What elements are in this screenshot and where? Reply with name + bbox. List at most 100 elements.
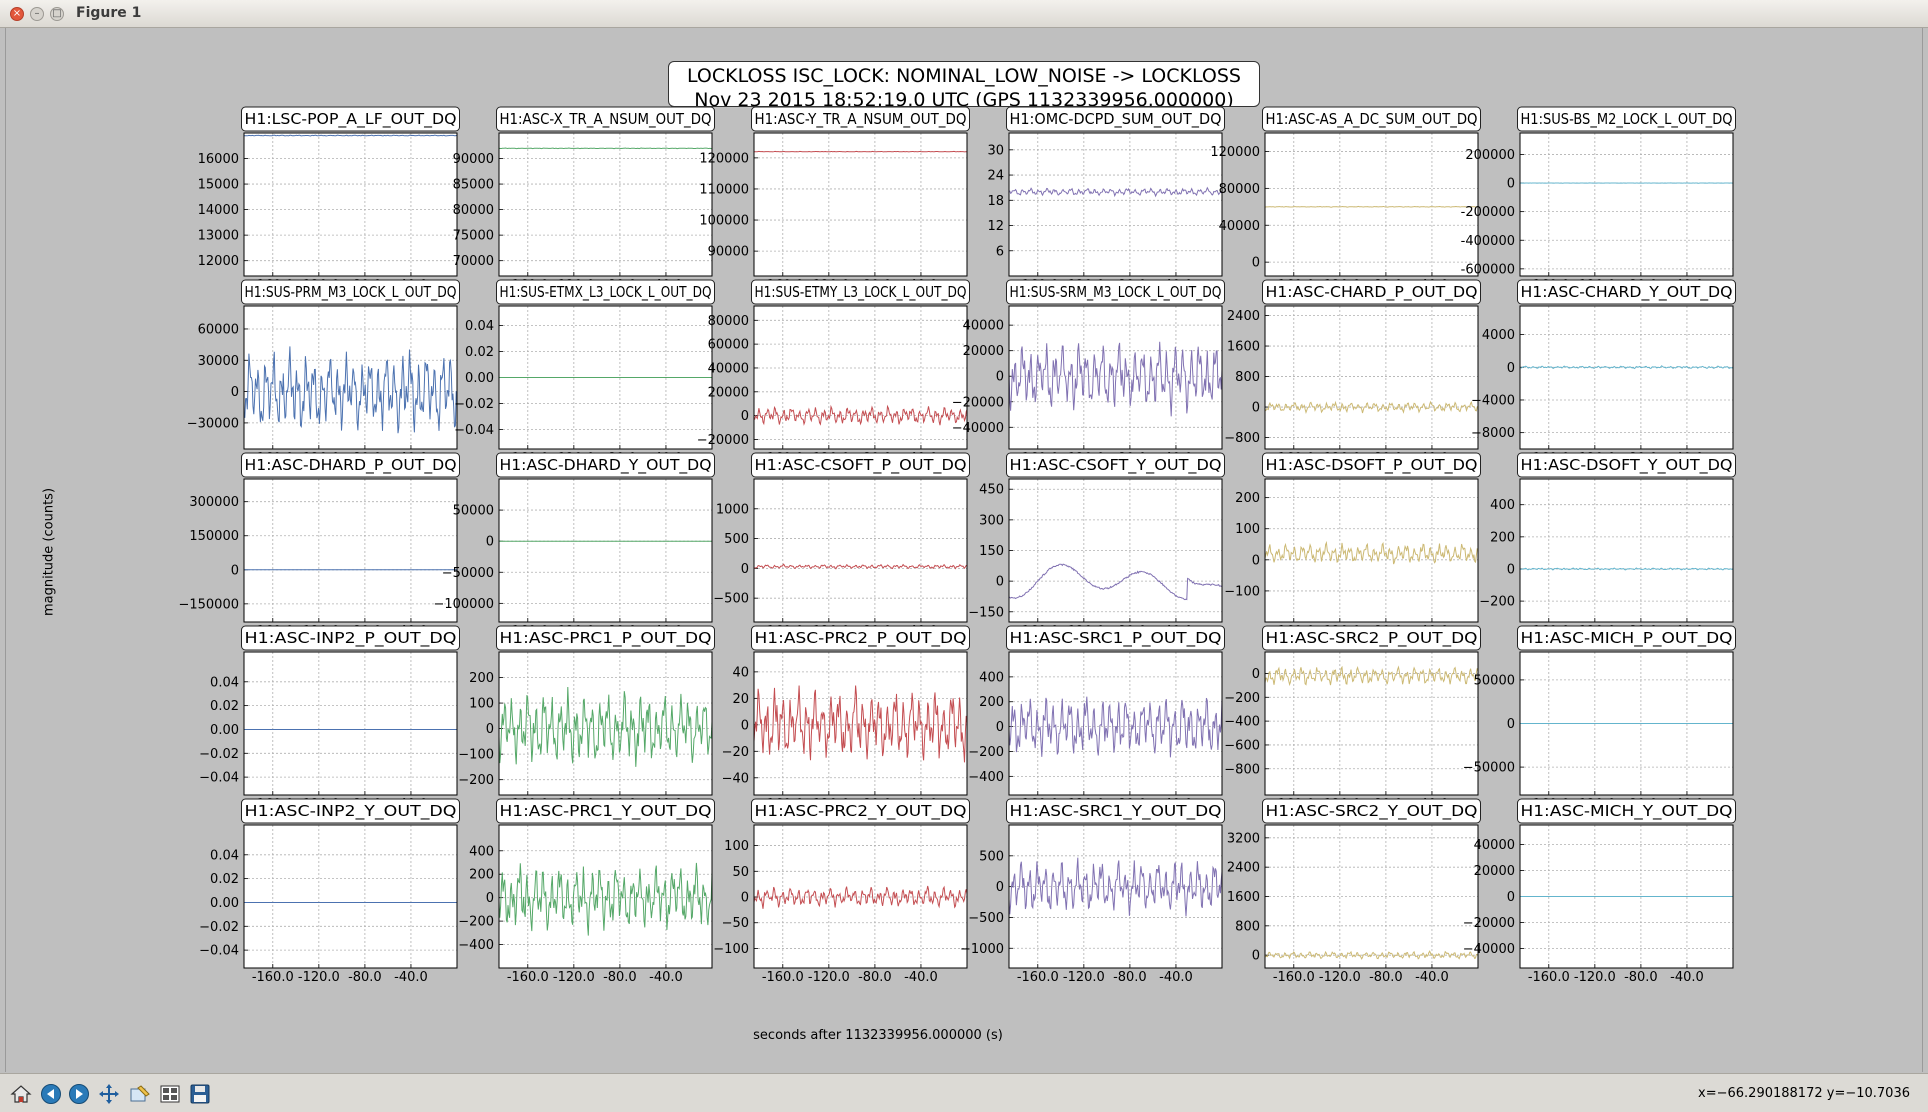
subplot[interactable]: -160.0-120.0-80.0-40.0500000−50000−10000… (433, 452, 715, 639)
subplot[interactable]: -160.0-120.0-80.0-40.010005000−500H1:ASC… (713, 452, 970, 639)
close-window-button[interactable]: × (10, 7, 24, 21)
y-tick-label: 1600 (1227, 890, 1260, 905)
subplot[interactable]: -160.0-120.0-80.0-40.040200−20−40H1:ASC-… (722, 625, 970, 812)
plot-frame (243, 651, 458, 796)
subplot[interactable]: -160.0-120.0-80.0-40.00−200−400−600−800H… (1224, 625, 1481, 812)
subplot[interactable]: -160.0 -120.0 -80.0 -40.0 100 50 0 −50 −100 H1:AS… (713, 798, 970, 985)
plot-frame (498, 305, 713, 450)
subplot[interactable]: -160.0-120.0-80.0-40.0800006000040000200… (697, 279, 970, 466)
subplot-title-box (1517, 106, 1736, 132)
subplot-title-box (751, 625, 970, 651)
subplot[interactable]: -160.0-120.0-80.0-40.0160001500014000130… (198, 106, 460, 293)
maximize-window-button[interactable]: □ (50, 7, 64, 21)
plot-frame (1008, 132, 1223, 277)
save-button[interactable] (187, 1081, 213, 1107)
subplot-title: H1:ASC-SRC2_Y_OUT_DQ (1266, 802, 1478, 821)
plot-frame (1519, 478, 1734, 623)
subplot-title-box (496, 452, 715, 478)
y-tick-label: 0 (1252, 256, 1260, 271)
y-tick-label: 2400 (1227, 309, 1260, 324)
y-tick-label: 75000 (453, 229, 494, 244)
subplot[interactable]: -160.0-120.0-80.0-40.04002000−200−400H1:… (458, 798, 715, 985)
subplot[interactable]: -160.0-120.0-80.0-40.0302418126H1:OMC-DC… (987, 106, 1225, 293)
subplot[interactable]: -160.0-120.0-80.0-40.03000001500000−1500… (178, 452, 460, 639)
minimize-icon: – (34, 8, 40, 19)
y-tick-label: 20000 (708, 385, 749, 400)
home-icon (10, 1085, 32, 1103)
plot-frame (753, 305, 968, 450)
plot-area (244, 133, 457, 276)
subplot[interactable]: -160.0-120.0-80.0-40.04002000−200−400H1:… (968, 625, 1225, 812)
subplot[interactable]: -160.0-120.0-80.0-40.060000300000−30000H… (187, 279, 460, 466)
y-tick-label: −0.02 (454, 397, 494, 412)
y-tick-label: 15000 (198, 178, 239, 193)
home-button[interactable] (8, 1081, 34, 1107)
y-tick-label: −200 (458, 773, 494, 788)
y-tick-label: 40000 (1219, 219, 1260, 234)
series-line (498, 147, 713, 150)
subplot[interactable]: -160.0-120.0-80.0-40.00.040.020.00−0.02−… (199, 625, 460, 812)
y-tick-label: 0 (996, 370, 1004, 385)
x-tick-label: -120.0 (1063, 970, 1105, 985)
plot-frame (753, 132, 968, 277)
x-tick-label: -40.0 (394, 970, 428, 985)
subplot[interactable]: -160.0-120.0-80.0-40.0120000110000100000… (699, 106, 970, 293)
x-tick-label: -120.0 (1319, 970, 1361, 985)
y-tick-label: 200 (979, 695, 1004, 710)
y-tick-label: 200 (469, 671, 494, 686)
plot-frame (753, 824, 968, 969)
subplot[interactable]: -160.0-120.0-80.0-40.00.040.020.00−0.02−… (199, 798, 460, 985)
subplot[interactable]: -160.0-120.0-80.0-40.04503001500−150H1:A… (968, 452, 1225, 639)
subplot[interactable]: -160.0-120.0-80.0-40.02001000−100H1:ASC-… (1224, 452, 1481, 639)
series-line (753, 404, 968, 426)
subplot-title: H1:SUS-ETMX_L3_LOCK_L_OUT_DQ (500, 283, 712, 302)
y-tick-label: 90000 (453, 152, 494, 167)
y-tick-label: 0.02 (465, 345, 494, 360)
y-tick-label: 800 (1235, 919, 1260, 934)
subplot[interactable]: -160.0-120.0-80.0-40.012000080000400000H… (1210, 106, 1481, 293)
y-tick-label: −0.02 (199, 920, 239, 935)
subplot-title-box (241, 625, 460, 651)
x-tick-label: -120.0 (808, 970, 850, 985)
y-tick-label: 0 (1507, 562, 1515, 577)
subplot[interactable]: -160.0-120.0-80.0-40.040000200000−20000−… (1463, 798, 1736, 985)
subplot-title-box (1262, 452, 1481, 478)
subplot[interactable]: -160.0-120.0-80.0-40.02001000−100−200H1:… (458, 625, 715, 812)
y-tick-label: 0 (996, 720, 1004, 735)
zoom-button[interactable] (127, 1081, 153, 1107)
plot-area (499, 133, 712, 276)
y-tick-label: 150000 (189, 529, 239, 544)
y-tick-label: 0 (741, 409, 749, 424)
y-tick-label: 400 (1490, 498, 1515, 513)
y-tick-label: −8000 (1471, 426, 1515, 441)
subplot[interactable]: -160.0 -120.0 -80.0 -40.0 500 0 −500 −1000 H1:AS… (960, 798, 1225, 985)
y-tick-label: 4000 (1482, 328, 1515, 343)
subplot[interactable]: -160.0-120.0-80.0-40.0900008500080000750… (453, 106, 715, 293)
subplot[interactable]: -160.0-120.0-80.0-40.02000000-200000-400… (1461, 106, 1736, 293)
plot-area (1009, 825, 1222, 968)
plot-area (1520, 133, 1733, 276)
y-tick-label: 0 (741, 891, 749, 906)
subplot[interactable]: -160.0-120.0-80.0-40.040000200000−20000−… (952, 279, 1225, 466)
subplot-title: H1:ASC-DHARD_Y_OUT_DQ (500, 456, 712, 475)
series-line (1264, 665, 1479, 687)
subplot[interactable]: -160.0-120.0-80.0-40.0500000−50000H1:ASC… (1463, 625, 1736, 812)
subplot[interactable]: -160.0-120.0-80.0-40.04002000−200H1:ASC-… (1479, 452, 1736, 639)
subplot[interactable]: -160.0 -120.0 -80.0 -40.0 3200 2400 1600 800 0 H1… (1227, 798, 1481, 985)
forward-button[interactable] (66, 1081, 92, 1107)
y-tick-label: −500 (968, 911, 1004, 926)
subplot[interactable]: -160.0-120.0-80.0-40.0240016008000−800H1… (1224, 279, 1481, 466)
series-line (1264, 540, 1479, 565)
back-button[interactable] (38, 1081, 64, 1107)
series-line (243, 134, 458, 137)
x-tick-label: -80.0 (1369, 970, 1403, 985)
subplot[interactable]: -160.0-120.0-80.0-40.00.040.020.00−0.02−… (454, 279, 715, 466)
subplots-button[interactable] (157, 1081, 183, 1107)
figure-canvas[interactable]: -160.0-120.0-80.0-40.0160001500014000130… (5, 28, 1923, 1072)
y-tick-label: −50000 (442, 566, 494, 581)
plot-area (244, 652, 457, 795)
y-tick-label: 40000 (963, 319, 1004, 334)
pan-button[interactable] (96, 1081, 122, 1107)
minimize-window-button[interactable]: – (30, 7, 44, 21)
subplot[interactable]: -160.0-120.0-80.0-40.040000−4000−8000H1:… (1471, 279, 1736, 466)
